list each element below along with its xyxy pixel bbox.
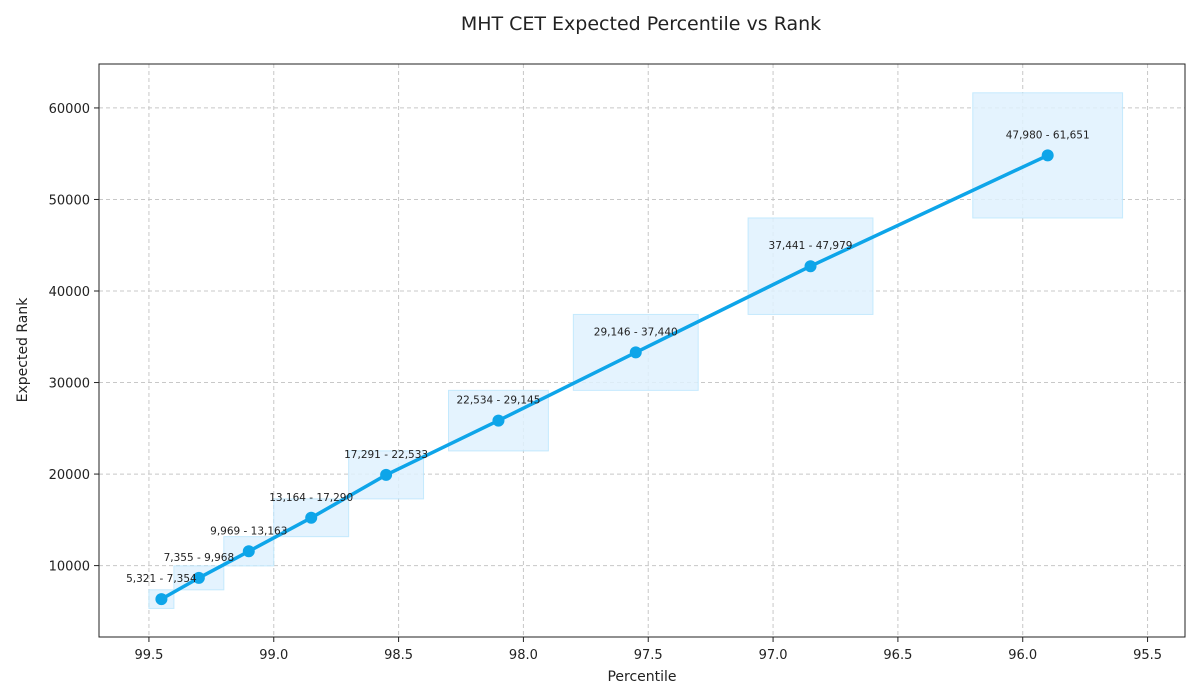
data-point bbox=[192, 571, 205, 584]
y-tick-label: 40000 bbox=[49, 285, 90, 300]
chart-title: MHT CET Expected Percentile vs Rank bbox=[461, 13, 821, 35]
data-label: 47,980 - 61,651 bbox=[1006, 129, 1090, 141]
data-point bbox=[155, 593, 168, 606]
data-label: 29,146 - 37,440 bbox=[594, 326, 678, 338]
range-band bbox=[572, 313, 699, 391]
data-label: 37,441 - 47,979 bbox=[769, 240, 853, 252]
x-tick-label: 96.0 bbox=[1008, 648, 1037, 663]
x-tick-label: 96.5 bbox=[883, 648, 912, 663]
plot-frame bbox=[98, 63, 1186, 638]
data-label: 7,355 - 9,968 bbox=[164, 552, 235, 564]
x-axis-label: Percentile bbox=[607, 669, 676, 685]
data-point bbox=[305, 511, 318, 524]
x-tick-label: 95.5 bbox=[1133, 648, 1162, 663]
y-tick-label: 20000 bbox=[49, 468, 90, 483]
data-point bbox=[1041, 149, 1054, 162]
data-label: 9,969 - 13,163 bbox=[210, 525, 287, 537]
data-labels: 5,321 - 7,354 7,355 - 9,968 9,969 - 13,163… bbox=[126, 129, 1090, 585]
y-tick-label: 10000 bbox=[49, 560, 90, 575]
data-point bbox=[380, 468, 393, 481]
x-tick-label: 97.5 bbox=[634, 648, 663, 663]
data-point bbox=[804, 260, 817, 273]
data-point bbox=[242, 545, 255, 558]
y-tick-label: 50000 bbox=[49, 193, 90, 208]
data-label: 5,321 - 7,354 bbox=[126, 573, 197, 585]
y-axis-label: Expected Rank bbox=[15, 297, 31, 403]
data-label: 17,291 - 22,533 bbox=[344, 449, 428, 461]
x-tick-label: 99.0 bbox=[259, 648, 288, 663]
y-tick-label: 30000 bbox=[49, 377, 90, 392]
data-label: 22,534 - 29,145 bbox=[456, 395, 540, 407]
data-point bbox=[629, 346, 642, 359]
tick-layer: 99.5 99.0 98.5 98.0 97.5 97.0 96.5 96.0 95.5 1000… bbox=[49, 102, 1162, 663]
x-tick-label: 98.5 bbox=[384, 648, 413, 663]
x-tick-label: 98.0 bbox=[509, 648, 538, 663]
y-tick-label: 60000 bbox=[49, 102, 90, 117]
data-points bbox=[155, 149, 1054, 606]
data-label: 13,164 - 17,290 bbox=[269, 492, 353, 504]
data-point bbox=[492, 414, 505, 427]
x-tick-label: 97.0 bbox=[759, 648, 788, 663]
x-tick-label: 99.5 bbox=[134, 648, 163, 663]
